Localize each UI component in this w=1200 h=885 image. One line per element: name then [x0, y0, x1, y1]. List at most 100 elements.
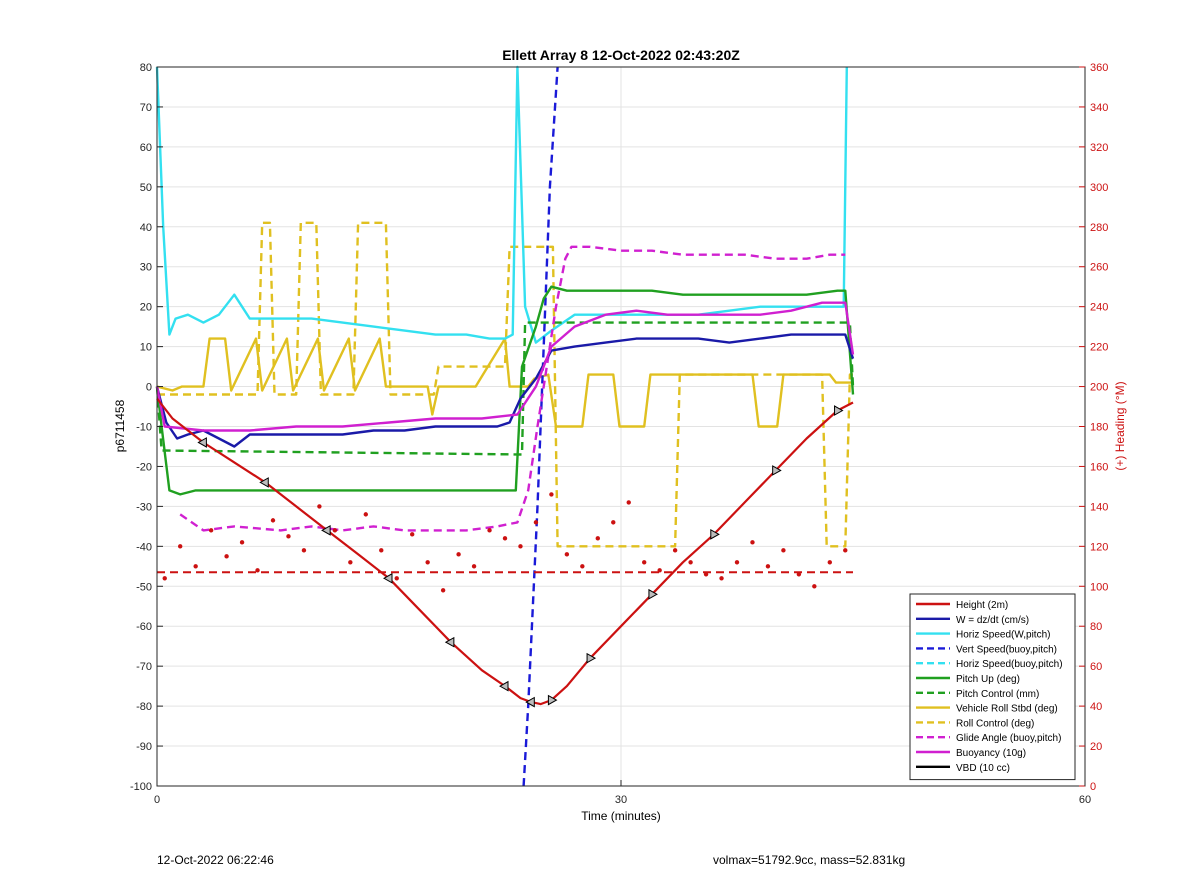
- x-axis-ticks: 0 30 60: [154, 780, 1091, 806]
- y-tick-label: 70: [140, 102, 152, 114]
- y-tick-label: 50: [140, 182, 152, 194]
- chart-title: Ellett Array 8 12-Oct-2022 02:43:20Z: [502, 47, 740, 63]
- heading-point: [688, 560, 693, 565]
- footer-timestamp: 12-Oct-2022 06:22:46: [157, 853, 274, 867]
- heading-point: [781, 548, 786, 553]
- height-direction-marker: [444, 636, 455, 648]
- series-line-vehicle-roll-stbd-deg: [156, 337, 853, 428]
- y-tick-label: -60: [136, 621, 152, 633]
- y2-tick-label: 0: [1090, 781, 1096, 793]
- heading-point: [379, 548, 384, 553]
- left-axis-ticks: -100-90-80-70-60-50-40-30-20-10010203040…: [130, 62, 163, 793]
- legend-box: [909, 593, 1076, 781]
- series-line-vert-speed-buoy-pitch: [522, 66, 559, 787]
- y-tick-label: 60: [140, 142, 152, 154]
- height-direction-marker: [834, 405, 844, 416]
- height-direction-marker: [498, 680, 509, 692]
- legend-label: Height (2m): [956, 600, 1008, 611]
- y-axis-label: p6711458: [113, 399, 127, 452]
- y-tick-label: -10: [136, 422, 152, 434]
- y2-tick-label: 140: [1090, 501, 1108, 513]
- heading-point: [843, 548, 848, 553]
- heading-point: [703, 572, 709, 577]
- heading-point: [193, 564, 198, 569]
- y-tick-label: -70: [136, 661, 152, 673]
- legend-label: Vehicle Roll Stbd (deg): [956, 704, 1058, 715]
- legend-label: Buoyancy (10g): [956, 748, 1026, 759]
- heading-point: [162, 576, 167, 581]
- x-axis-label: Time (minutes): [581, 809, 661, 823]
- legend-label: VBD (10 cc): [956, 763, 1010, 774]
- legend-label: Pitch Up (deg): [956, 674, 1020, 685]
- height-direction-marker: [547, 694, 558, 706]
- heading-point: [657, 568, 662, 573]
- heading-point: [178, 544, 183, 549]
- heading-point: [317, 504, 322, 509]
- y2-tick-label: 180: [1090, 422, 1108, 434]
- heading-point: [208, 528, 214, 533]
- heading-point: [642, 560, 647, 565]
- heading-point: [270, 518, 276, 523]
- heading-point: [611, 520, 616, 525]
- legend-label: Horiz Speed(buoy,pitch): [956, 659, 1063, 670]
- x-tick-label: 60: [1079, 794, 1091, 806]
- heading-point: [734, 560, 740, 565]
- heading-point: [440, 588, 446, 593]
- y-tick-label: -30: [136, 501, 152, 513]
- height-direction-marker: [648, 588, 658, 600]
- y-tick-label: 10: [140, 342, 152, 354]
- heading-point: [471, 564, 477, 569]
- heading-point: [410, 532, 415, 537]
- y2-tick-label: 160: [1090, 461, 1108, 473]
- x-tick-label: 0: [154, 794, 160, 806]
- heading-point: [595, 536, 600, 541]
- heading-point: [580, 564, 585, 569]
- y2-tick-label: 120: [1090, 541, 1108, 553]
- heading-point: [394, 576, 399, 581]
- y2-tick-label: 80: [1090, 621, 1102, 633]
- heading-point: [626, 500, 631, 505]
- height-direction-marker: [382, 572, 393, 584]
- y2-tick-label: 220: [1090, 342, 1108, 354]
- y2-tick-label: 280: [1090, 222, 1108, 234]
- height-direction-marker: [525, 696, 535, 708]
- heading-point: [765, 564, 771, 569]
- series-line-height-2m: [156, 397, 854, 706]
- heading-point: [363, 512, 368, 517]
- heading-point: [533, 520, 539, 525]
- y2-tick-label: 340: [1090, 102, 1108, 114]
- right-axis-ticks: 0 20 40 60 80 100 120 140 160 180 200 220 240 260 280 3…: [1079, 62, 1108, 793]
- legend-label: Horiz Speed(W,pitch): [956, 630, 1050, 641]
- heading-point: [750, 540, 755, 545]
- heading-point: [549, 492, 554, 497]
- height-direction-marker: [197, 437, 207, 448]
- heading-point: [456, 552, 461, 557]
- y-tick-label: -20: [136, 461, 152, 473]
- y-tick-label: -40: [136, 541, 152, 553]
- heading-point: [812, 584, 817, 589]
- heading-point: [425, 560, 430, 565]
- x-tick-label: 30: [615, 794, 627, 806]
- heading-point: [332, 528, 338, 533]
- heading-point: [286, 534, 291, 539]
- y-tick-label: -90: [136, 741, 152, 753]
- heading-point: [518, 544, 523, 549]
- legend-label: W = dz/dt (cm/s): [956, 615, 1029, 626]
- y2-tick-label: 300: [1090, 182, 1108, 194]
- footer-summary: volmax=51792.9cc, mass=52.831kg: [713, 853, 906, 867]
- y-tick-label: 40: [140, 222, 152, 234]
- y-tick-label: -100: [130, 781, 152, 793]
- height-direction-marker: [586, 652, 597, 664]
- legend-label: Vert Speed(buoy,pitch): [956, 644, 1057, 655]
- y2-tick-label: 60: [1090, 661, 1102, 673]
- y2-tick-label: 260: [1090, 262, 1108, 274]
- heading-point: [224, 554, 229, 559]
- y2-tick-label: 240: [1090, 302, 1108, 314]
- series-line-pitch-up-deg: [155, 285, 855, 496]
- y2-tick-label: 200: [1090, 382, 1108, 394]
- legend: Height (2m) W = dz/dt (cm/s) Horiz Speed(W…: [909, 593, 1076, 781]
- heading-point: [301, 548, 307, 553]
- legend-label: Roll Control (deg): [956, 718, 1034, 729]
- series-line-buoyancy-10g: [155, 301, 855, 432]
